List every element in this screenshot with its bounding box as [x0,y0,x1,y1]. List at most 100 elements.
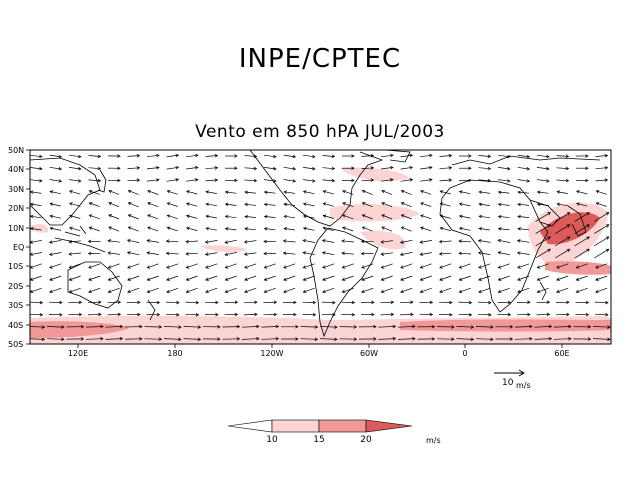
wind-vector-head [431,337,436,341]
colorbar-tick: 10 [266,435,278,445]
wind-vector [439,179,452,182]
wind-vector [596,202,607,207]
wind-vector-head [117,154,121,158]
wind-vector-head [77,154,82,159]
wind-vector [127,287,140,293]
wind-vector [30,252,42,256]
wind-vector-head [49,202,54,206]
wind-vector-head [282,251,287,255]
wind-vectors [30,153,611,342]
wind-vector-head [275,336,280,341]
wind-vector-head [458,277,463,281]
wind-vector [380,313,394,316]
wind-vector-head [380,289,385,294]
wind-vector [303,227,315,231]
wind-vector [319,326,338,328]
wind-vector-head [517,227,521,231]
wind-vector-head [224,265,229,269]
wind-vector-head [429,300,434,305]
wind-vector-head [342,202,346,206]
wind-vector-head [205,289,209,294]
shade-somali-jet-core [540,212,600,245]
wind-vector [362,214,373,220]
wind-vector [303,263,315,269]
wind-vector [147,202,159,208]
wind-vector-head [127,226,132,230]
wind-vector-head [331,178,336,183]
wind-vector [303,287,315,293]
wind-vector [186,287,198,293]
org-title: INPE/CPTEC [238,44,402,74]
wind-vector [400,263,413,269]
wind-vector [88,155,101,157]
wind-vector [321,301,336,304]
wind-vector-head [604,153,609,158]
wind-vector-head [302,265,307,269]
wind-vector-head [195,313,200,317]
wind-vector-head [295,325,299,329]
wind-vector-head [126,251,131,255]
wind-vector-head [585,154,589,158]
wind-vector [321,313,336,316]
colorbar-segment-medium [318,419,367,433]
wind-vector-head [107,265,112,269]
wind-vector [264,287,276,293]
wind-vector [303,179,315,182]
wind-vector-head [488,313,492,317]
wind-vector-head [214,166,219,170]
wind-vector-head [536,265,541,269]
wind-vector [166,252,179,255]
wind-vector [517,252,530,255]
wind-vector-head [429,178,433,182]
wind-vector-head [516,239,521,243]
wind-vector [49,179,62,182]
wind-vector [30,313,43,316]
wind-vector-head [409,153,414,158]
wind-vector-head [175,165,180,170]
wind-vector-head [565,178,570,183]
wind-vector-head [48,252,53,256]
wind-vector [401,190,412,195]
wind-vector [30,167,43,170]
wind-vector [85,326,104,328]
wind-vector [167,227,178,232]
wind-vector-head [175,178,180,182]
wind-vector-head [185,289,190,294]
wind-vector-head [332,313,336,317]
wind-vector-head [477,239,482,243]
wind-vector [241,338,260,340]
wind-vector [244,216,257,218]
wind-vector [456,338,474,340]
wind-vector-head [360,239,365,244]
wind-vector-head [536,190,541,194]
wind-vector-head [361,202,366,206]
reference-value: 10 [502,378,514,388]
wind-vector-head [293,312,297,317]
wind-vector-head [108,226,112,230]
wind-vector-head [283,265,287,269]
wind-vector [475,338,494,340]
wind-vector [108,287,120,293]
coast-africa [439,179,549,313]
wind-vector [88,167,101,170]
wind-vector-head [283,190,288,194]
wind-vector-head [487,166,492,171]
wind-vector [342,275,354,281]
wind-vector [478,179,491,182]
wind-vector-head [470,337,475,342]
wind-vector [517,166,530,170]
wind-vector-head [80,324,85,329]
wind-vector [401,226,412,232]
wind-vector-head [127,189,132,194]
wind-vector [399,301,414,304]
wind-vector-head [490,337,494,342]
wind-vector-head [302,190,307,194]
wind-vector [399,313,414,316]
wind-vector [69,263,81,269]
wind-vector [244,240,257,243]
lon-label: 60W [360,349,378,358]
wind-vector-head [342,226,346,230]
wind-vector [576,275,588,281]
wind-vector [185,252,199,255]
wind-vector [303,239,315,243]
